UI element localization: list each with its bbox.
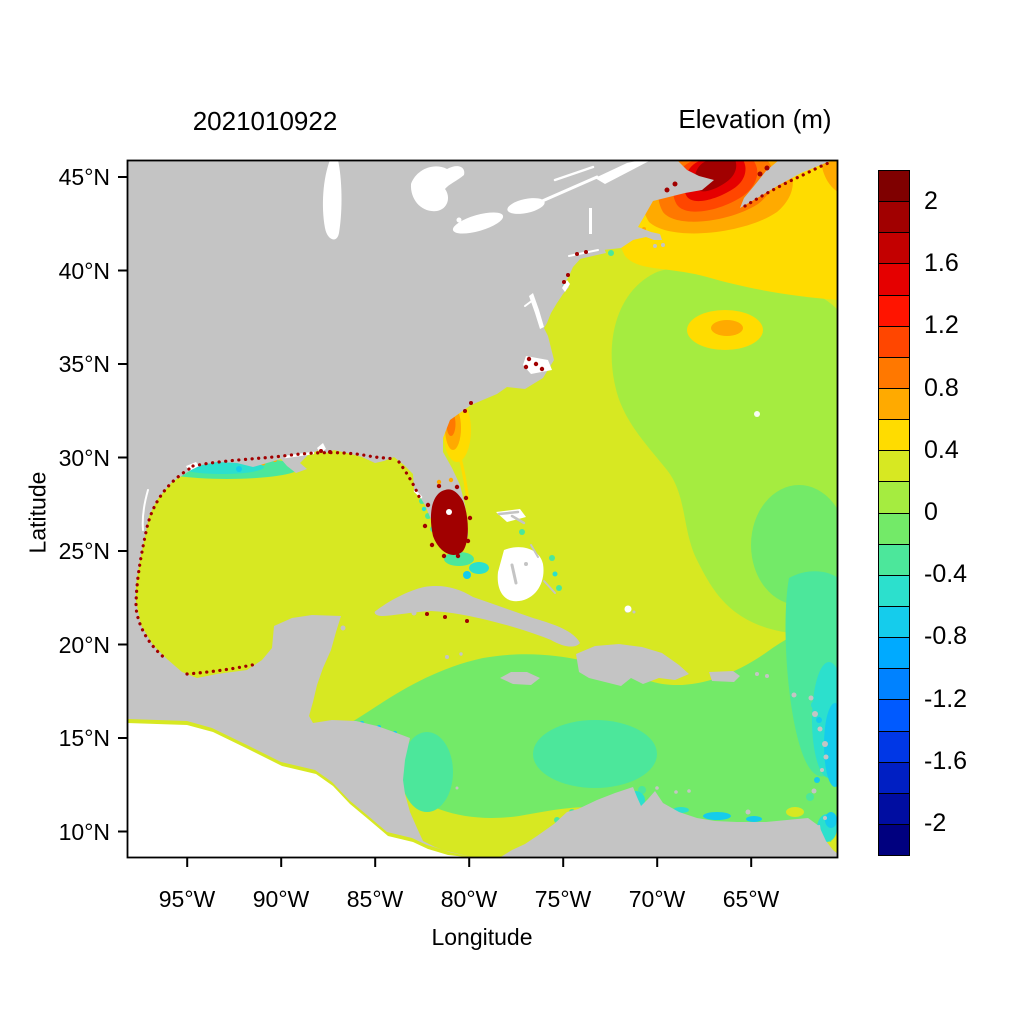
contour-spot-paria	[786, 807, 804, 817]
colorbar	[878, 170, 910, 856]
colorbar-block	[879, 763, 909, 794]
y-tick-label: 20°N	[36, 632, 110, 658]
land-island-dot	[812, 711, 818, 717]
y-axis-label: Latitude	[25, 413, 52, 613]
colorbar-block	[879, 482, 909, 513]
land-island-dot	[824, 755, 829, 760]
variable-title: Elevation (m)	[645, 104, 865, 135]
colorbar-block	[879, 514, 909, 545]
x-axis-label: Longitude	[382, 924, 582, 951]
x-tick-label: 95°W	[147, 886, 227, 913]
colorbar-tick-label: 1.2	[924, 310, 959, 340]
land-island-dot	[822, 741, 828, 747]
plot-area	[118, 160, 847, 867]
land-island-dot	[746, 810, 751, 815]
colorbar-block	[879, 389, 909, 420]
land-island-dot	[674, 790, 678, 794]
y-tick-label: 45°N	[36, 164, 110, 190]
lake-st-clair	[457, 218, 462, 223]
bermuda-halo	[754, 411, 760, 417]
new-providence	[524, 562, 528, 566]
land-island-dot	[341, 626, 346, 631]
lake-okeechobee	[446, 509, 452, 515]
land-island-dot	[818, 727, 823, 732]
colorbar-block	[879, 420, 909, 451]
colorbar-block	[879, 171, 909, 202]
land-island-dot	[445, 655, 449, 659]
y-tick-label: 30°N	[36, 445, 110, 471]
x-tick-label: 80°W	[429, 886, 509, 913]
land-island-dot	[655, 786, 659, 790]
land-island-dot	[653, 244, 657, 248]
x-tick-label: 65°W	[711, 886, 791, 913]
y-tick-label: 10°N	[36, 819, 110, 845]
land-island-dot	[459, 652, 462, 655]
land-island-dot	[823, 816, 827, 820]
y-axis-ticks	[118, 177, 127, 832]
colorbar-block	[879, 358, 909, 389]
colorbar-tick-label: -1.2	[924, 684, 967, 714]
timestamp-title: 2021010922	[155, 106, 375, 137]
land-island-dot	[812, 789, 817, 794]
colorbar-tick-label: -0.8	[924, 621, 967, 651]
land-island-dot	[412, 611, 417, 616]
elevation-map-svg	[0, 0, 1024, 1024]
y-tick-label: 15°N	[36, 725, 110, 751]
colorbar-tick-label: -2	[924, 808, 946, 838]
x-axis-ticks	[187, 858, 751, 867]
land-island-dot	[792, 693, 797, 698]
y-tick-label: 35°N	[36, 351, 110, 377]
lake-champlain	[589, 208, 592, 234]
colorbar-tick-label: 0.8	[924, 373, 959, 403]
land-island-dot	[456, 787, 459, 790]
land-island-dot	[661, 243, 665, 247]
land-island-dot	[820, 768, 824, 772]
colorbar-block	[879, 607, 909, 638]
land-island-dot	[765, 674, 769, 678]
x-tick-label: 75°W	[523, 886, 603, 913]
land-island-dot	[633, 611, 636, 614]
land-island-dot	[755, 672, 759, 676]
colorbar-block	[879, 296, 909, 327]
colorbar-block	[879, 264, 909, 295]
colorbar-block	[879, 202, 909, 233]
land-island-dot	[687, 789, 691, 793]
colorbar-tick-label: 0	[924, 497, 938, 527]
colorbar-block	[879, 576, 909, 607]
colorbar-tick-label: 2	[924, 186, 938, 216]
colorbar-tick-label: -1.6	[924, 746, 967, 776]
x-tick-label: 70°W	[617, 886, 697, 913]
land-trinidad	[803, 825, 822, 842]
colorbar-tick-label: 1.6	[924, 248, 959, 278]
colorbar-block	[879, 545, 909, 576]
colorbar-tick-label: 0.4	[924, 435, 959, 465]
map-layers	[127, 160, 847, 858]
colorbar-block	[879, 327, 909, 358]
colorbar-block	[879, 638, 909, 669]
colorbar-block	[879, 669, 909, 700]
land-island-dot	[809, 696, 814, 701]
y-tick-label: 25°N	[36, 538, 110, 564]
colorbar-block	[879, 233, 909, 264]
colorbar-block	[879, 451, 909, 482]
colorbar-block	[879, 794, 909, 825]
colorbar-block	[879, 825, 909, 855]
x-tick-label: 85°W	[335, 886, 415, 913]
colorbar-block	[879, 732, 909, 763]
figure-page: 2021010922 Elevation (m) Longitude Latit…	[0, 0, 1024, 1024]
colorbar-block	[879, 700, 909, 731]
colorbar-tick-label: -0.4	[924, 559, 967, 589]
turks-bank	[625, 606, 632, 613]
patch-sargasso-amber	[711, 320, 743, 336]
x-tick-label: 90°W	[241, 886, 321, 913]
y-tick-label: 40°N	[36, 258, 110, 284]
